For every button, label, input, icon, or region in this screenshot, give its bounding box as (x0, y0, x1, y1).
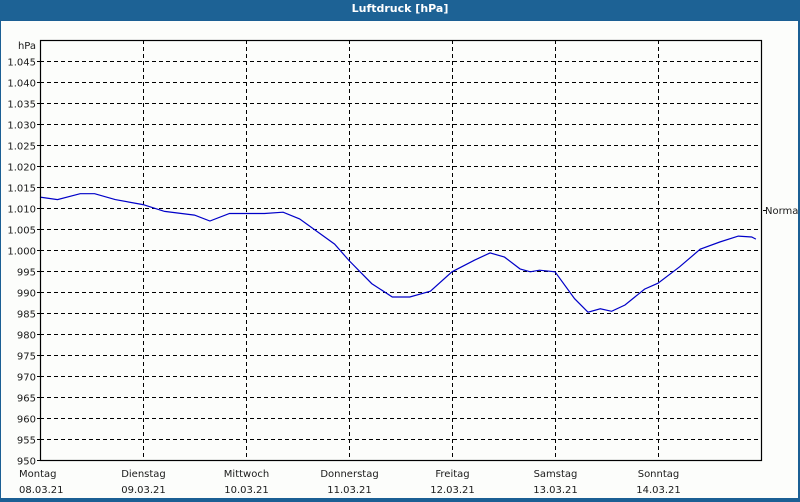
y-tick-label: 1.005 (7, 226, 36, 237)
x-tick-date: 12.03.21 (430, 485, 475, 496)
x-tick-day: Mittwoch (224, 469, 269, 480)
y-tick-label: 995 (17, 268, 36, 279)
y-tick-label: 1.015 (7, 184, 36, 195)
y-tick-label: 1.035 (7, 100, 36, 111)
y-tick-label: 975 (17, 352, 36, 363)
y-tick-label: 1.010 (7, 205, 36, 216)
y-tick-label: 1.040 (7, 79, 36, 90)
x-tick-day: Donnerstag (320, 469, 378, 480)
chart-canvas: 950 955 960 965 970 975 980 985 990 995 1.000 1.005… (1, 21, 800, 498)
pressure-chart: 950 955 960 965 970 975 980 985 990 995 1.000 1.005… (7, 39, 800, 496)
y-tick-label: 950 (17, 457, 36, 468)
y-tick-label: 965 (17, 394, 36, 405)
y-tick-label: 1.000 (7, 247, 36, 258)
y-tick-label: 955 (17, 436, 36, 447)
data-series (39, 193, 757, 313)
x-tick-date: 08.03.21 (19, 485, 64, 496)
y-tick-label: 1.020 (7, 163, 36, 174)
plot-border (39, 39, 763, 462)
y-tick-label: 1.045 (7, 58, 36, 69)
x-tick-day: Dienstag (121, 469, 166, 480)
y-tick-label: 970 (17, 373, 36, 384)
x-axis: Montag 08.03.21 Dienstag 09.03.21 Mittwoch 10… (19, 469, 681, 496)
y-tick-label: 980 (17, 331, 36, 342)
x-tick-date: 10.03.21 (224, 485, 269, 496)
x-tick-date: 11.03.21 (327, 485, 372, 496)
y-tick-label: 960 (17, 415, 36, 426)
x-tick-day: Freitag (435, 469, 469, 480)
plot-frame (39, 39, 763, 462)
y-tick-label: 990 (17, 289, 36, 300)
y-tick-label: 1.025 (7, 142, 36, 153)
grid-lines (40, 40, 761, 460)
x-tick-day: Sonntag (638, 469, 680, 480)
reference-line-normal: Normal (763, 206, 800, 217)
x-tick-date: 09.03.21 (121, 485, 166, 496)
y-axis-unit: hPa (18, 41, 36, 52)
x-tick-date: 13.03.21 (533, 485, 578, 496)
x-tick-day: Montag (19, 469, 56, 480)
x-tick-day: Samstag (534, 469, 578, 480)
reference-label: Normal (765, 206, 798, 217)
y-tick-label: 985 (17, 310, 36, 321)
x-tick-date: 14.03.21 (636, 485, 681, 496)
pressure-line (39, 193, 757, 313)
y-axis: 950 955 960 965 970 975 980 985 990 995 1.000 1.005… (7, 41, 40, 468)
y-tick-label: 1.030 (7, 121, 36, 132)
chart-title: Luftdruck [hPa] (0, 0, 800, 20)
